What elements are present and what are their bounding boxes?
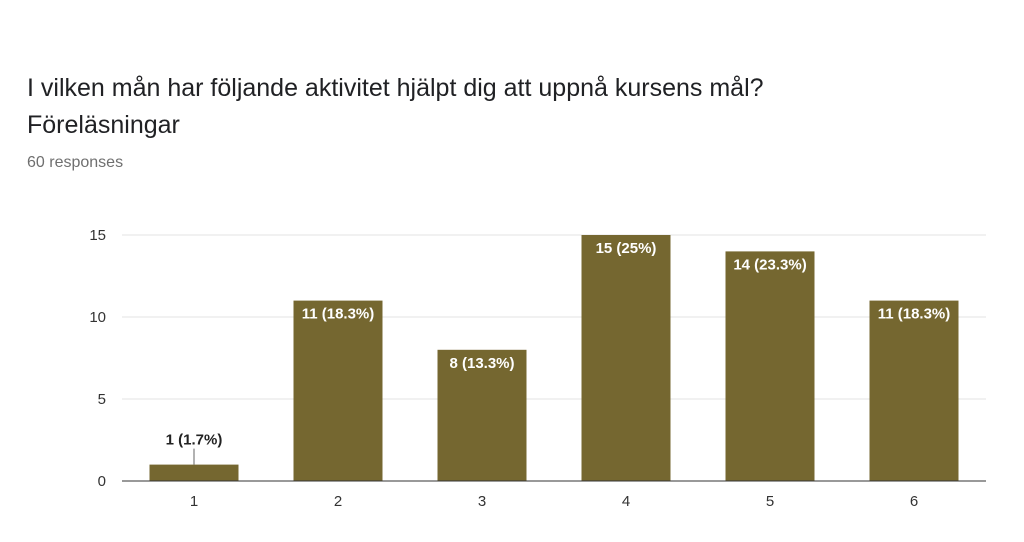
axes: 0 5 10 15 1 2 3 4 5 6 [89,227,986,510]
x-tick-label: 5 [766,493,774,510]
data-label: 14 (23.3%) [733,256,806,273]
question-subtext: Föreläsningar [27,111,180,139]
data-label: 11 (18.3%) [878,306,951,323]
bar [581,235,671,481]
question-title: I vilken mån har följande aktivitet hjäl… [27,70,987,144]
grid-lines [122,234,986,400]
bar [293,300,383,481]
x-tick-label: 6 [910,493,918,510]
y-tick-label: 5 [98,391,106,408]
data-label: 1 (1.7%) [166,432,223,449]
data-label: 11 (18.3%) [302,306,375,323]
y-tick-label: 10 [89,309,106,326]
data-labels: 1 (1.7%) 11 (18.3%) 8 (13.3%) 15 (25%) 14 (2… [166,240,951,465]
bar [149,464,239,481]
x-tick-label: 4 [622,493,630,510]
question-text: I vilken mån har följande aktivitet hjäl… [27,74,764,102]
response-count: 60 responses [27,154,124,171]
y-tick-label: 0 [98,473,106,490]
bars [149,235,959,481]
x-tick-label: 3 [478,493,486,510]
data-label: 8 (13.3%) [449,355,514,372]
bar [869,300,959,481]
data-label: 15 (25%) [596,240,657,257]
y-tick-label: 15 [89,227,106,244]
bar [725,251,815,481]
x-tick-label: 2 [334,493,342,510]
x-tick-label: 1 [190,493,198,510]
bar [437,349,527,481]
